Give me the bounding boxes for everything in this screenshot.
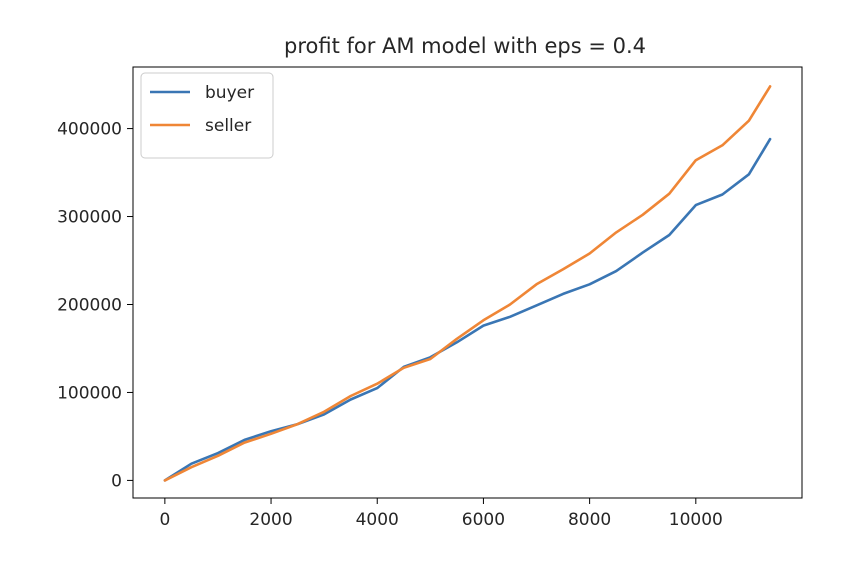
series-line-seller [163,85,772,482]
series-layer [163,85,772,482]
y-tick-label: 300000 [57,208,122,228]
x-tick-label: 6000 [462,510,505,530]
x-axis: 0 2000 4000 6000 8000 10000 [159,498,723,530]
y-axis: 0 100000 200000 300000 400000 [57,120,133,491]
series-line-buyer [163,137,772,482]
y-tick-label: 0 [111,471,122,491]
y-tick-label: 100000 [57,383,122,403]
legend: buyer seller [140,72,274,159]
plot-frame [132,66,803,499]
legend-box [140,72,274,159]
legend-label-seller: seller [205,116,251,136]
x-tick-label: 8000 [568,510,611,530]
x-tick-label: 4000 [356,510,399,530]
x-tick-label: 10000 [669,510,723,530]
legend-label-buyer: buyer [205,83,254,103]
plot-area [132,66,803,499]
chart-title: profit for AM model with eps = 0.4 [284,34,646,58]
y-tick-label: 200000 [57,295,122,315]
x-tick-label: 0 [159,510,170,530]
x-tick-label: 2000 [249,510,292,530]
y-tick-label: 400000 [57,120,122,140]
